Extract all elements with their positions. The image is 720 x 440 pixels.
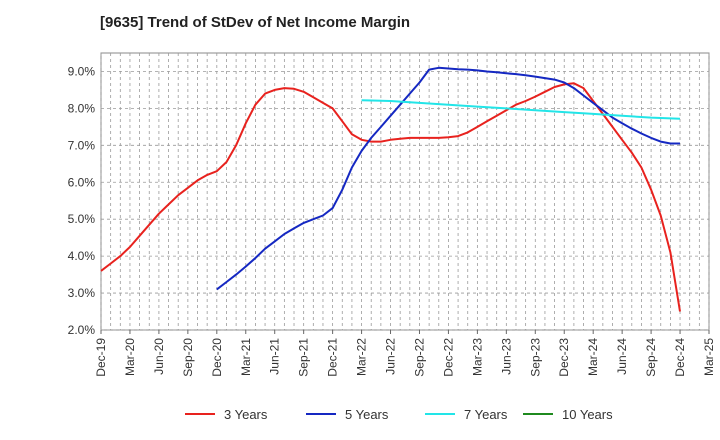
- y-tick-label: 7.0%: [68, 138, 96, 152]
- x-tick-label: Jun-21: [268, 338, 282, 375]
- x-tick-label: Sep-22: [412, 338, 426, 377]
- x-tick-label: Dec-23: [557, 338, 571, 377]
- x-tick-label: Jun-23: [499, 338, 513, 375]
- x-tick-label: Sep-20: [181, 338, 195, 377]
- legend-label: 7 Years: [464, 407, 508, 422]
- x-tick-label: Jun-24: [615, 338, 629, 375]
- plot-area: [100, 52, 710, 331]
- x-tick-label: Mar-20: [123, 338, 137, 376]
- y-tick-label: 4.0%: [68, 249, 96, 263]
- x-tick-label: Dec-24: [673, 338, 687, 377]
- series-line-5-years: [216, 66, 680, 291]
- x-tick-label: Jun-22: [384, 338, 398, 375]
- y-tick-label: 9.0%: [68, 64, 96, 78]
- x-tick-label: Mar-21: [239, 338, 253, 376]
- x-tick-label: Mar-24: [586, 338, 600, 376]
- y-tick-label: 8.0%: [68, 101, 96, 115]
- x-tick-label: Dec-19: [94, 338, 108, 377]
- x-tick-label: Jun-20: [152, 338, 166, 375]
- x-tick-label: Mar-22: [355, 338, 369, 376]
- y-tick-label: 5.0%: [68, 212, 96, 226]
- series-line-7-years: [361, 99, 681, 120]
- x-tick-label: Sep-24: [644, 338, 658, 377]
- legend-label: 10 Years: [562, 407, 613, 422]
- legend-label: 3 Years: [224, 407, 268, 422]
- x-tick-label: Mar-23: [470, 338, 484, 376]
- legend-label: 5 Years: [345, 407, 389, 422]
- y-tick-label: 3.0%: [68, 286, 96, 300]
- x-tick-label: Dec-20: [210, 338, 224, 377]
- x-tick-label: Dec-21: [326, 338, 340, 377]
- x-tick-label: Sep-23: [528, 338, 542, 377]
- series-line-3-years: [100, 82, 681, 312]
- x-tick-label: Dec-22: [441, 338, 455, 377]
- x-tick-label: Sep-21: [297, 338, 311, 377]
- chart-title: [9635] Trend of StDev of Net Income Marg…: [100, 14, 411, 31]
- y-tick-label: 6.0%: [68, 175, 96, 189]
- x-tick-label: Mar-25: [702, 338, 716, 376]
- y-tick-label: 2.0%: [68, 323, 96, 337]
